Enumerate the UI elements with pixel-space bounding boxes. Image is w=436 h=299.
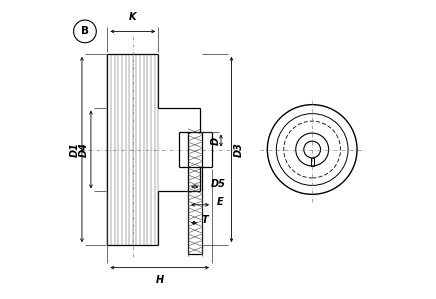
Text: D1: D1 <box>69 142 79 157</box>
Text: D: D <box>211 136 221 145</box>
Text: K: K <box>129 13 136 22</box>
Bar <box>311 158 313 166</box>
Text: T: T <box>201 215 208 225</box>
Text: B: B <box>81 26 89 36</box>
Text: H: H <box>156 275 164 285</box>
Text: E: E <box>217 197 223 207</box>
Text: D4: D4 <box>78 142 89 157</box>
Text: D3: D3 <box>234 142 244 157</box>
Text: D5: D5 <box>211 179 225 189</box>
